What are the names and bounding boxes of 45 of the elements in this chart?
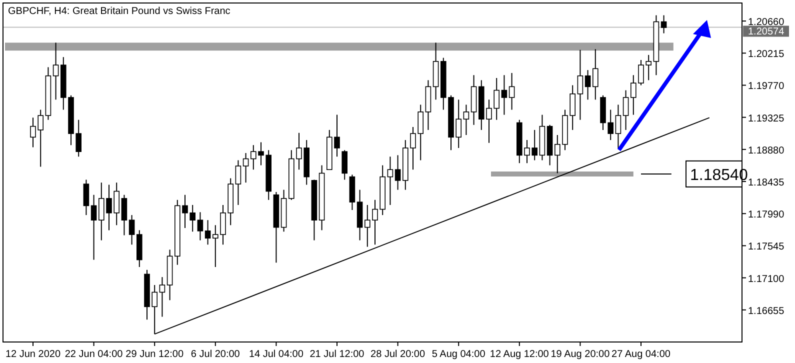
y-tick-label: 1.18435 — [748, 178, 785, 189]
y-tick-label: 1.20215 — [748, 49, 785, 60]
candlestick — [159, 276, 166, 318]
candlestick — [660, 14, 667, 34]
x-tick-label: 27 Aug 04:00 — [612, 349, 671, 360]
x-tick-label: 14 Jul 04:00 — [248, 349, 304, 360]
candlestick — [501, 74, 508, 116]
candlestick — [615, 104, 622, 148]
x-tick-label: 12 Jun 2020 — [5, 349, 61, 360]
x-tick-label: 22 Jun 04:00 — [64, 349, 124, 360]
candlestick — [52, 42, 59, 100]
candlestick — [90, 194, 97, 260]
y-tick-label: 1.17990 — [748, 210, 785, 221]
y-tick-label: 1.19770 — [748, 81, 785, 92]
x-tick-label: 5 Aug 04:00 — [432, 349, 486, 360]
x-tick-label: 6 Jul 20:00 — [190, 349, 240, 360]
candlestick — [577, 49, 584, 120]
x-tick-label: 12 Aug 12:00 — [490, 349, 550, 360]
candlestick — [121, 194, 128, 236]
y-tick-label: 1.18880 — [748, 145, 785, 156]
x-tick-label: 21 Jul 12:00 — [310, 349, 365, 360]
y-tick-label: 1.16655 — [748, 306, 785, 317]
y-tick-label: 1.19325 — [748, 113, 785, 124]
candlestick — [592, 48, 598, 100]
candlestick — [394, 154, 401, 190]
y-tick-label: 1.17100 — [748, 274, 785, 285]
candlestick — [197, 212, 204, 241]
candlestick — [508, 72, 515, 110]
y-tick-label: 1.20660 — [748, 17, 785, 28]
x-tick-label: 28 Jul 20:00 — [370, 349, 426, 360]
candlestick — [83, 179, 90, 216]
candlestick — [204, 220, 211, 246]
x-tick-label: 29 Jun 12:00 — [126, 349, 184, 360]
ref-line-label: 1.20574 — [748, 26, 785, 38]
candlestick — [128, 214, 135, 246]
x-tick-label: 19 Aug 20:00 — [550, 349, 610, 360]
candlestick — [622, 90, 629, 130]
candlestick — [387, 156, 394, 206]
candlestick — [342, 150, 348, 180]
candlestick — [242, 152, 249, 184]
candlestick — [584, 70, 591, 100]
y-tick-label: 1.17545 — [748, 242, 785, 253]
candlestick — [463, 104, 470, 136]
candlestick — [235, 160, 242, 206]
chart-title: GBPCHF, H4: Great Britain Pound vs Swiss Franc — [8, 6, 230, 17]
